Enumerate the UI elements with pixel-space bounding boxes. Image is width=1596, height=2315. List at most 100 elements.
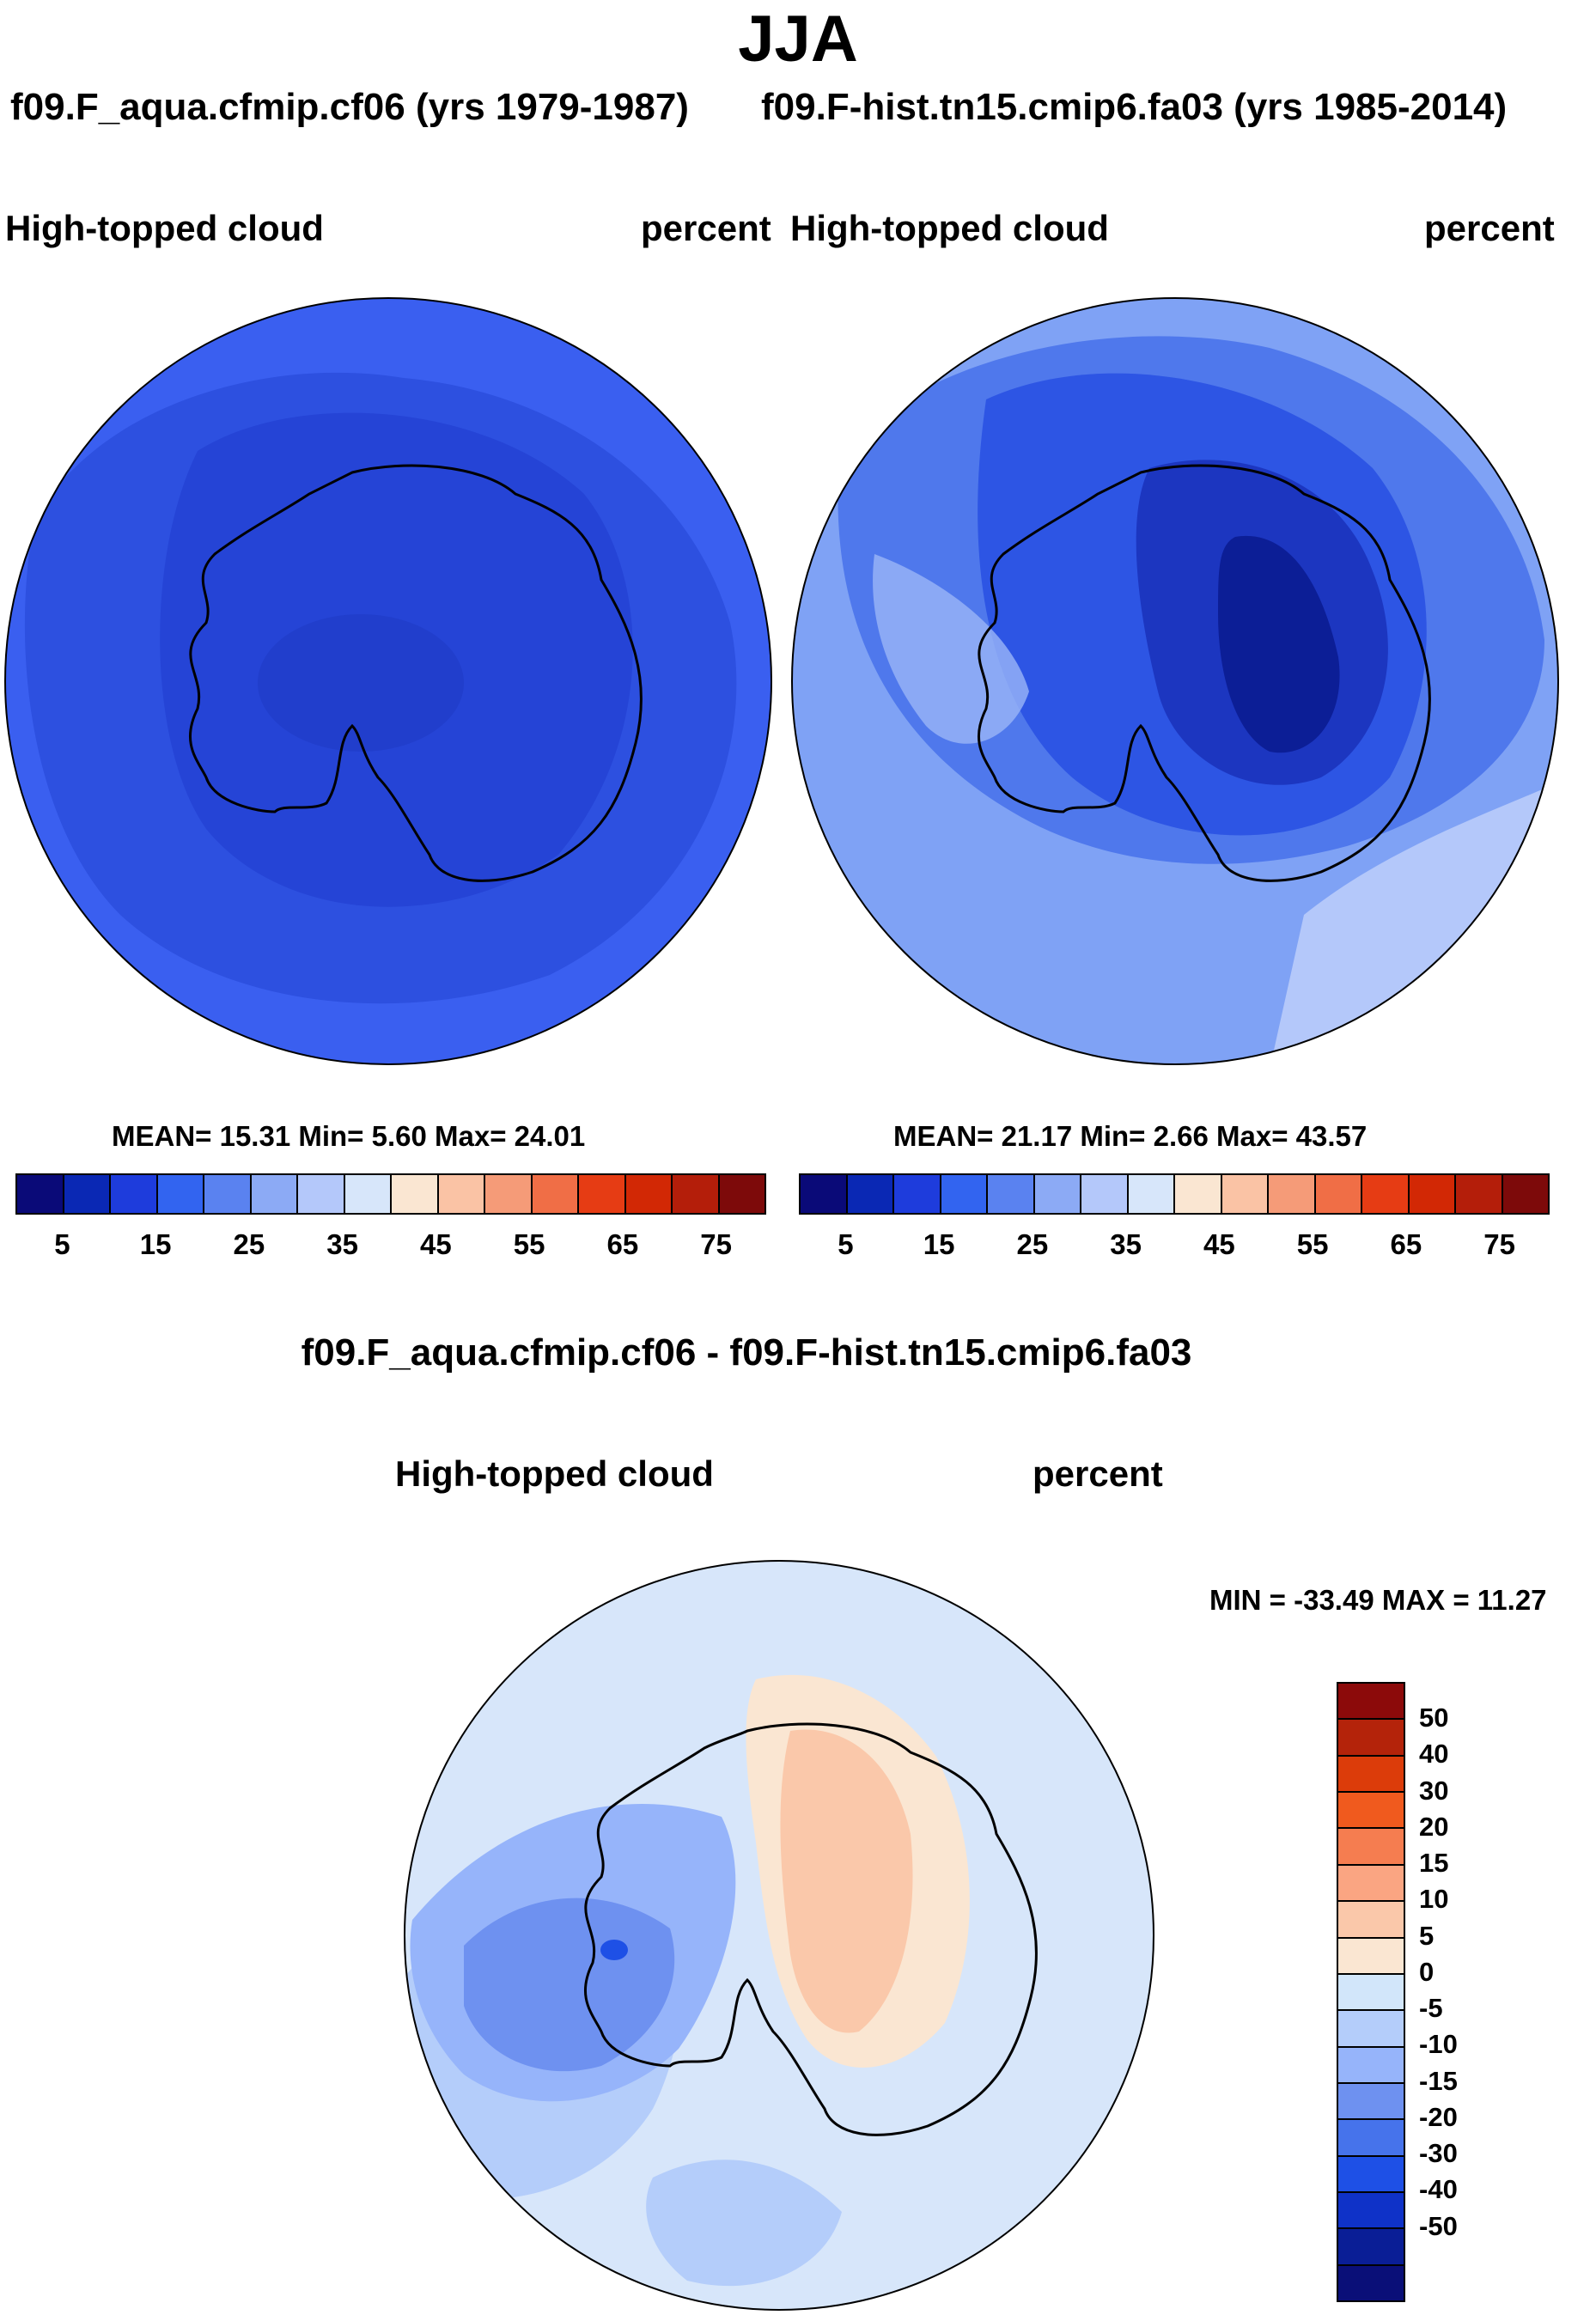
diff-colorbar-swatch xyxy=(1338,1902,1404,1939)
diff-colorbar-tick: 5 xyxy=(1419,1920,1435,1951)
right-case-title: f09.F-hist.tn15.cmip6.fa03 (yrs 1985-201… xyxy=(761,86,1508,128)
left-stats: MEAN= 15.31 Min= 5.60 Max= 24.01 xyxy=(112,1120,586,1152)
diff-units-label: percent xyxy=(1033,1453,1163,1494)
diff-stats: MIN = -33.49 MAX = 11.27 xyxy=(1209,1584,1547,1616)
right-colorbar-tick: 35 xyxy=(1110,1228,1142,1260)
left-colorbar-tick: 5 xyxy=(54,1228,70,1260)
diff-colorbar-tick: -20 xyxy=(1419,2101,1458,2132)
diff-colorbar-tick: 0 xyxy=(1419,1956,1435,1987)
diff-colorbar-tick: -30 xyxy=(1419,2138,1458,2169)
diff-variable-label: High-topped cloud xyxy=(395,1453,714,1494)
diff-field-pos5 xyxy=(780,1729,913,2033)
left-field-min xyxy=(258,614,464,752)
diff-colorbar-swatch xyxy=(1338,2011,1404,2048)
diff-colorbar-tick: 15 xyxy=(1419,1848,1449,1879)
diff-colorbar-swatch xyxy=(1338,2156,1404,2194)
right-colorbar-swatch xyxy=(801,1175,848,1213)
diff-colorbar-swatch xyxy=(1338,2047,1404,2084)
left-colorbar-tick: 25 xyxy=(233,1228,265,1260)
diff-colorbar-swatch xyxy=(1338,1974,1404,2012)
diff-colorbar-swatch xyxy=(1338,2120,1404,2157)
left-units-label: percent xyxy=(641,208,771,248)
right-field-peninsula xyxy=(873,554,1029,744)
right-colorbar-swatch xyxy=(847,1175,894,1213)
right-colorbar-tick: 75 xyxy=(1483,1228,1515,1260)
diff-field-min xyxy=(600,1940,628,1960)
diff-colorbar-tick: 40 xyxy=(1419,1739,1449,1770)
diff-case-title: f09.F_aqua.cfmip.cf06 - f09.F-hist.tn15.… xyxy=(301,1331,1192,1374)
diff-colorbar-tick: -50 xyxy=(1419,2210,1458,2241)
left-colorbar-tick: 35 xyxy=(326,1228,358,1260)
left-colorbar-swatch xyxy=(204,1175,252,1213)
diff-colorbar-swatch xyxy=(1338,2265,1404,2301)
left-colorbar xyxy=(15,1173,766,1215)
right-colorbar-swatch xyxy=(894,1175,941,1213)
left-colorbar-swatch xyxy=(344,1175,392,1213)
diff-colorbar-swatch xyxy=(1338,1938,1404,1975)
diff-colorbar-tick: -5 xyxy=(1419,1993,1443,2024)
left-colorbar-tick: 15 xyxy=(139,1228,172,1260)
right-antarctica-coastline xyxy=(977,464,1431,882)
diff-colorbar-swatch xyxy=(1338,1756,1404,1794)
right-polar-map xyxy=(791,297,1559,1065)
right-map-border xyxy=(791,297,1559,1065)
left-colorbar-swatch xyxy=(64,1175,111,1213)
left-map-border xyxy=(4,297,772,1065)
left-colorbar-tick: 75 xyxy=(700,1228,732,1260)
diff-antarctica-coastline xyxy=(583,1722,1038,2136)
right-colorbar-tick: 55 xyxy=(1296,1228,1329,1260)
diff-colorbar-tick: 30 xyxy=(1419,1775,1449,1806)
left-colorbar-swatch xyxy=(17,1175,64,1213)
right-colorbar-swatch xyxy=(1175,1175,1222,1213)
right-colorbar xyxy=(799,1173,1550,1215)
right-colorbar-tick: 15 xyxy=(923,1228,955,1260)
left-colorbar-tick: 55 xyxy=(513,1228,545,1260)
diff-colorbar-tick: -10 xyxy=(1419,2029,1458,2060)
left-colorbar-swatch xyxy=(392,1175,439,1213)
diff-colorbar-tick: -15 xyxy=(1419,2065,1458,2096)
right-colorbar-swatch xyxy=(1034,1175,1081,1213)
left-colorbar-swatch xyxy=(625,1175,673,1213)
diff-colorbar xyxy=(1337,1682,1405,2302)
diff-colorbar-swatch xyxy=(1338,1720,1404,1757)
diff-colorbar-swatch xyxy=(1338,2229,1404,2266)
left-colorbar-swatch xyxy=(157,1175,204,1213)
left-colorbar-swatch xyxy=(579,1175,626,1213)
diff-colorbar-tick: 50 xyxy=(1419,1703,1449,1733)
right-colorbar-swatch xyxy=(1409,1175,1456,1213)
right-colorbar-swatch xyxy=(1081,1175,1129,1213)
diff-colorbar-tick: -40 xyxy=(1419,2174,1458,2205)
left-colorbar-ticks: 5 15 25 35 45 55 65 75 xyxy=(15,1228,763,1263)
left-colorbar-swatch xyxy=(532,1175,579,1213)
diff-colorbar-tick: 10 xyxy=(1419,1884,1449,1915)
diff-field-neg10-b xyxy=(646,2160,842,2287)
left-colorbar-swatch xyxy=(111,1175,158,1213)
right-variable-label: High-topped cloud xyxy=(790,208,1109,248)
right-colorbar-tick: 5 xyxy=(838,1228,854,1260)
diff-map-border xyxy=(404,1560,1154,2311)
diff-colorbar-tick: 20 xyxy=(1419,1811,1449,1842)
left-colorbar-swatch xyxy=(298,1175,345,1213)
diff-colorbar-swatch xyxy=(1338,1793,1404,1830)
diff-colorbar-swatch xyxy=(1338,1829,1404,1866)
right-colorbar-swatch xyxy=(1128,1175,1175,1213)
left-colorbar-swatch xyxy=(719,1175,764,1213)
right-colorbar-ticks: 5 15 25 35 45 55 65 75 xyxy=(799,1228,1546,1263)
left-colorbar-tick: 65 xyxy=(606,1228,639,1260)
left-colorbar-swatch xyxy=(438,1175,485,1213)
right-colorbar-swatch xyxy=(988,1175,1035,1213)
right-colorbar-swatch xyxy=(1502,1175,1548,1213)
left-colorbar-swatch xyxy=(673,1175,720,1213)
right-colorbar-tick: 25 xyxy=(1016,1228,1049,1260)
left-colorbar-tick: 45 xyxy=(420,1228,452,1260)
right-colorbar-swatch xyxy=(1456,1175,1503,1213)
right-colorbar-swatch xyxy=(941,1175,988,1213)
right-colorbar-tick: 65 xyxy=(1390,1228,1422,1260)
diff-colorbar-swatch xyxy=(1338,2193,1404,2230)
left-case-title: f09.F_aqua.cfmip.cf06 (yrs 1979-1987) xyxy=(10,86,689,128)
right-colorbar-tick: 45 xyxy=(1203,1228,1235,1260)
left-antarctica-coastline xyxy=(188,464,643,882)
right-field-min xyxy=(1218,535,1340,753)
right-colorbar-swatch xyxy=(1362,1175,1410,1213)
diff-colorbar-swatch xyxy=(1338,1865,1404,1903)
